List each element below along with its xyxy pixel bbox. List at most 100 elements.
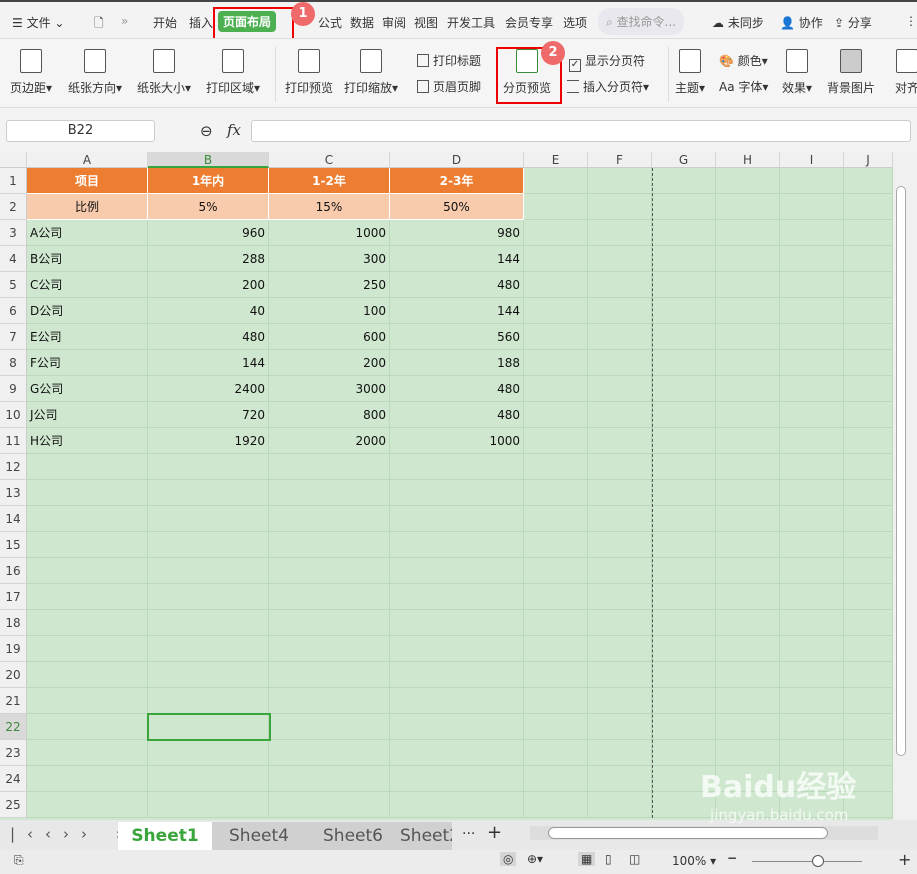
cell-f11[interactable] bbox=[588, 428, 652, 454]
cell-d18[interactable] bbox=[390, 610, 524, 636]
zoom-in-button[interactable]: + bbox=[898, 850, 912, 869]
cell-e9[interactable] bbox=[524, 376, 588, 402]
cell-d20[interactable] bbox=[390, 662, 524, 688]
cell-g12[interactable] bbox=[652, 454, 716, 480]
print-area-button[interactable]: 打印区域▾ bbox=[206, 49, 260, 96]
cell-h12[interactable] bbox=[716, 454, 780, 480]
tab-formulas[interactable]: 公式 bbox=[318, 16, 343, 30]
cell-c25[interactable] bbox=[269, 792, 390, 818]
cell-j6[interactable] bbox=[844, 298, 893, 324]
cell-a21[interactable] bbox=[27, 688, 148, 714]
tab-page-layout[interactable]: 页面布局 bbox=[218, 11, 277, 32]
paper-size-button[interactable]: 纸张大小▾ bbox=[137, 49, 191, 96]
cell-c18[interactable] bbox=[269, 610, 390, 636]
tab-data[interactable]: 数据 bbox=[350, 16, 375, 30]
cell-j14[interactable] bbox=[844, 506, 893, 532]
cell-i23[interactable] bbox=[780, 740, 844, 766]
cell-e25[interactable] bbox=[524, 792, 588, 818]
cell-g21[interactable] bbox=[652, 688, 716, 714]
cell-b9[interactable]: 2400 bbox=[148, 376, 269, 402]
row-header-2[interactable]: 2 bbox=[0, 194, 27, 220]
cell-a10[interactable]: J公司 bbox=[27, 402, 148, 428]
cell-i12[interactable] bbox=[780, 454, 844, 480]
cell-d15[interactable] bbox=[390, 532, 524, 558]
cell-g1[interactable] bbox=[652, 168, 716, 194]
formula-input[interactable] bbox=[251, 120, 911, 142]
cell-a6[interactable]: D公司 bbox=[27, 298, 148, 324]
row-header-15[interactable]: 15 bbox=[0, 532, 27, 558]
fx-button[interactable]: fx bbox=[227, 121, 242, 139]
column-header-d[interactable]: D bbox=[390, 152, 524, 168]
cell-c4[interactable]: 300 bbox=[269, 246, 390, 272]
cell-b6[interactable]: 40 bbox=[148, 298, 269, 324]
cell-f16[interactable] bbox=[588, 558, 652, 584]
header-footer-button[interactable]: 页眉页脚 bbox=[417, 78, 481, 95]
cell-h3[interactable] bbox=[716, 220, 780, 246]
cell-b14[interactable] bbox=[148, 506, 269, 532]
cell-f8[interactable] bbox=[588, 350, 652, 376]
cell-c11[interactable]: 2000 bbox=[269, 428, 390, 454]
row-header-13[interactable]: 13 bbox=[0, 480, 27, 506]
row-header-24[interactable]: 24 bbox=[0, 766, 27, 792]
cell-a14[interactable] bbox=[27, 506, 148, 532]
file-menu[interactable]: ☰ 文件 ⌄ bbox=[12, 16, 65, 30]
cell-b11[interactable]: 1920 bbox=[148, 428, 269, 454]
align-button[interactable]: 对齐 bbox=[895, 49, 917, 96]
layout-icon[interactable]: ⊕▾ bbox=[527, 852, 544, 866]
row-header-23[interactable]: 23 bbox=[0, 740, 27, 766]
cell-e11[interactable] bbox=[524, 428, 588, 454]
fonts-button[interactable]: Aa 字体▾ bbox=[719, 80, 769, 94]
cell-b2[interactable]: 5% bbox=[148, 194, 269, 220]
cell-g7[interactable] bbox=[652, 324, 716, 350]
cell-e18[interactable] bbox=[524, 610, 588, 636]
eye-protection-icon[interactable]: ◎ bbox=[500, 852, 517, 866]
cell-h14[interactable] bbox=[716, 506, 780, 532]
cell-g25[interactable] bbox=[652, 792, 716, 818]
cell-g16[interactable] bbox=[652, 558, 716, 584]
cell-h22[interactable] bbox=[716, 714, 780, 740]
sync-button[interactable]: ☁ 未同步 bbox=[712, 16, 764, 30]
column-header-i[interactable]: I bbox=[780, 152, 844, 168]
cell-f2[interactable] bbox=[588, 194, 652, 220]
sheet-nav-arrows[interactable]: |‹‹›› ›| bbox=[10, 825, 151, 843]
cell-a5[interactable]: C公司 bbox=[27, 272, 148, 298]
row-header-9[interactable]: 9 bbox=[0, 376, 27, 402]
cell-b24[interactable] bbox=[148, 766, 269, 792]
cell-a3[interactable]: A公司 bbox=[27, 220, 148, 246]
zoom-slider-knob[interactable] bbox=[812, 855, 824, 867]
cell-i2[interactable] bbox=[780, 194, 844, 220]
cell-b19[interactable] bbox=[148, 636, 269, 662]
cell-i7[interactable] bbox=[780, 324, 844, 350]
cell-g2[interactable] bbox=[652, 194, 716, 220]
cell-i22[interactable] bbox=[780, 714, 844, 740]
cell-d10[interactable]: 480 bbox=[390, 402, 524, 428]
row-header-18[interactable]: 18 bbox=[0, 610, 27, 636]
cell-a8[interactable]: F公司 bbox=[27, 350, 148, 376]
cell-d2[interactable]: 50% bbox=[390, 194, 524, 220]
cell-a20[interactable] bbox=[27, 662, 148, 688]
cell-j15[interactable] bbox=[844, 532, 893, 558]
cell-c7[interactable]: 600 bbox=[269, 324, 390, 350]
cell-a22[interactable] bbox=[27, 714, 148, 740]
zoom-out-button[interactable]: − bbox=[727, 851, 738, 865]
spreadsheet-grid[interactable]: A B C D E F G H I J 1 项目 1年内 1-2年 2-3年 2 比例 5% 15% 50% 3 A公司 9… bbox=[0, 152, 893, 820]
cell-h10[interactable] bbox=[716, 402, 780, 428]
cell-c24[interactable] bbox=[269, 766, 390, 792]
corner-select-all[interactable] bbox=[0, 152, 27, 168]
cell-i19[interactable] bbox=[780, 636, 844, 662]
cell-c21[interactable] bbox=[269, 688, 390, 714]
cell-i5[interactable] bbox=[780, 272, 844, 298]
cell-e8[interactable] bbox=[524, 350, 588, 376]
cell-f25[interactable] bbox=[588, 792, 652, 818]
cell-f10[interactable] bbox=[588, 402, 652, 428]
cell-j24[interactable] bbox=[844, 766, 893, 792]
background-button[interactable]: 背景图片 bbox=[827, 49, 875, 96]
cell-f7[interactable] bbox=[588, 324, 652, 350]
row-header-5[interactable]: 5 bbox=[0, 272, 27, 298]
cell-g8[interactable] bbox=[652, 350, 716, 376]
more-sheets-button[interactable]: ··· bbox=[462, 826, 476, 842]
cell-g4[interactable] bbox=[652, 246, 716, 272]
cell-a24[interactable] bbox=[27, 766, 148, 792]
cell-e14[interactable] bbox=[524, 506, 588, 532]
cell-j19[interactable] bbox=[844, 636, 893, 662]
